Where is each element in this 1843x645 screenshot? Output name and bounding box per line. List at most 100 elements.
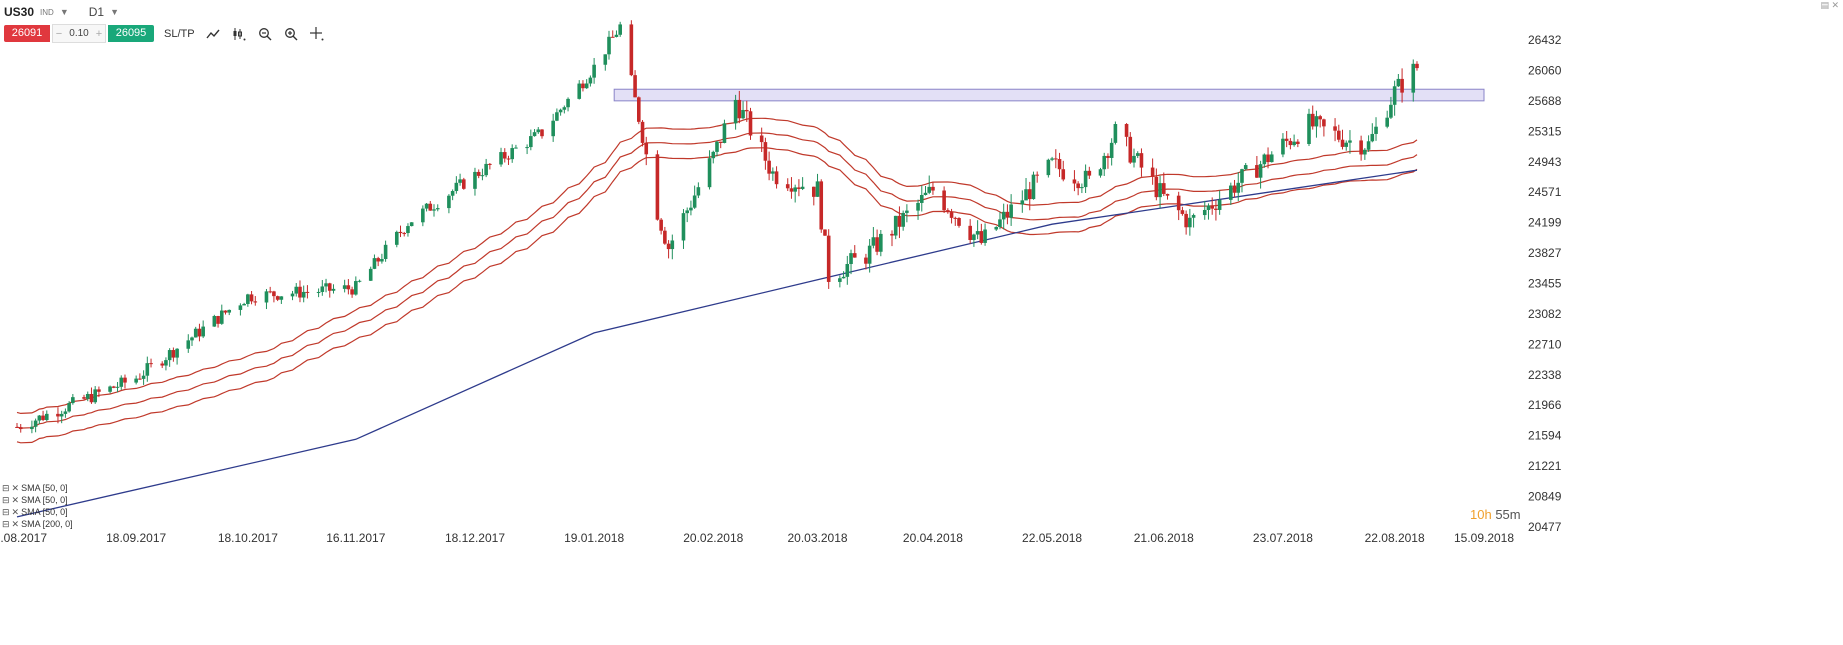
- candle[interactable]: [350, 286, 354, 298]
- candle[interactable]: [227, 309, 232, 316]
- candle[interactable]: [1206, 203, 1211, 220]
- candle[interactable]: [845, 255, 850, 285]
- symbol-name[interactable]: US30: [4, 5, 35, 19]
- candle[interactable]: [1262, 153, 1267, 168]
- candle[interactable]: [1102, 152, 1107, 176]
- candle[interactable]: [1150, 158, 1155, 185]
- candle[interactable]: [476, 169, 481, 179]
- candle[interactable]: [33, 418, 38, 433]
- candle[interactable]: [1292, 134, 1296, 147]
- sma-50-line[interactable]: [16, 117, 1418, 415]
- candle[interactable]: [458, 173, 462, 186]
- candle[interactable]: [1229, 182, 1233, 205]
- candle[interactable]: [1340, 129, 1345, 150]
- candle[interactable]: [1333, 118, 1337, 142]
- legend-item[interactable]: ⊟ ✕ SMA [200, 0]: [2, 518, 73, 530]
- legend-item[interactable]: ⊟ ✕ SMA [50, 0]: [2, 482, 73, 494]
- candle[interactable]: [316, 288, 321, 298]
- candle[interactable]: [279, 296, 284, 304]
- candle[interactable]: [942, 186, 946, 214]
- candle[interactable]: [138, 373, 142, 380]
- remove-icon[interactable]: ✕: [11, 483, 20, 493]
- candle[interactable]: [1363, 148, 1367, 160]
- candle[interactable]: [1176, 191, 1181, 221]
- candle[interactable]: [1385, 110, 1389, 129]
- candle[interactable]: [1139, 148, 1144, 177]
- candle[interactable]: [380, 253, 384, 264]
- sltp-button[interactable]: SL/TP: [164, 27, 195, 40]
- candle[interactable]: [949, 208, 954, 224]
- candle[interactable]: [629, 20, 634, 77]
- candle[interactable]: [696, 182, 701, 199]
- candle[interactable]: [975, 220, 980, 240]
- candle[interactable]: [171, 347, 176, 362]
- candle[interactable]: [18, 423, 23, 433]
- candle[interactable]: [1240, 168, 1244, 193]
- candle[interactable]: [193, 326, 198, 338]
- candle[interactable]: [655, 150, 660, 221]
- candle[interactable]: [164, 357, 168, 371]
- candle[interactable]: [275, 295, 280, 302]
- candle[interactable]: [190, 336, 194, 346]
- candle[interactable]: [953, 216, 958, 226]
- candle[interactable]: [1269, 151, 1274, 163]
- candle[interactable]: [852, 245, 857, 258]
- candle[interactable]: [715, 140, 719, 157]
- candle[interactable]: [216, 315, 220, 328]
- candle[interactable]: [771, 167, 775, 181]
- candle[interactable]: [1054, 149, 1058, 169]
- candle[interactable]: [1113, 121, 1118, 145]
- candle[interactable]: [1128, 132, 1133, 164]
- candle[interactable]: [685, 207, 690, 223]
- candle[interactable]: [15, 423, 19, 428]
- candle[interactable]: [253, 296, 258, 306]
- candle[interactable]: [1072, 170, 1077, 192]
- candle[interactable]: [1318, 114, 1322, 128]
- candle[interactable]: [681, 209, 686, 249]
- zoom-in-icon[interactable]: [283, 26, 299, 42]
- candle[interactable]: [63, 408, 68, 418]
- candle[interactable]: [480, 168, 485, 181]
- sma-200-line[interactable]: [16, 169, 1418, 518]
- candle[interactable]: [1135, 151, 1140, 159]
- legend-item[interactable]: ⊟ ✕ SMA [50, 0]: [2, 494, 73, 506]
- candle[interactable]: [1031, 171, 1036, 200]
- settings-icon[interactable]: ⊟: [2, 483, 10, 493]
- candle[interactable]: [979, 223, 984, 245]
- candle[interactable]: [488, 162, 492, 170]
- candle[interactable]: [141, 370, 146, 385]
- candle[interactable]: [670, 234, 675, 260]
- candle[interactable]: [994, 226, 999, 231]
- candle[interactable]: [562, 105, 567, 114]
- candle[interactable]: [1061, 160, 1066, 182]
- candle[interactable]: [1307, 108, 1311, 147]
- candle[interactable]: [354, 276, 358, 296]
- candle[interactable]: [923, 186, 928, 196]
- candle[interactable]: [447, 194, 451, 214]
- candle[interactable]: [93, 386, 97, 404]
- candle[interactable]: [879, 229, 883, 257]
- candle[interactable]: [793, 184, 797, 203]
- candle[interactable]: [41, 410, 45, 422]
- candle[interactable]: [610, 30, 615, 38]
- candle[interactable]: [123, 374, 127, 389]
- zoom-out-icon[interactable]: [257, 26, 273, 42]
- candle[interactable]: [514, 144, 518, 149]
- candle[interactable]: [424, 202, 429, 212]
- candle[interactable]: [37, 415, 42, 425]
- candle[interactable]: [119, 375, 124, 390]
- candle[interactable]: [1370, 123, 1375, 143]
- quantity-decrease-button[interactable]: −: [55, 27, 63, 40]
- candle[interactable]: [402, 231, 407, 237]
- candle[interactable]: [893, 215, 898, 240]
- candle[interactable]: [741, 101, 745, 120]
- line-chart-icon[interactable]: [205, 26, 221, 42]
- candle[interactable]: [1005, 204, 1010, 225]
- candle[interactable]: [294, 283, 299, 297]
- candle[interactable]: [1392, 80, 1397, 116]
- candle[interactable]: [112, 385, 116, 389]
- candle[interactable]: [67, 401, 71, 413]
- candle[interactable]: [346, 279, 351, 295]
- candle[interactable]: [540, 129, 544, 139]
- crosshair-icon[interactable]: [309, 26, 325, 42]
